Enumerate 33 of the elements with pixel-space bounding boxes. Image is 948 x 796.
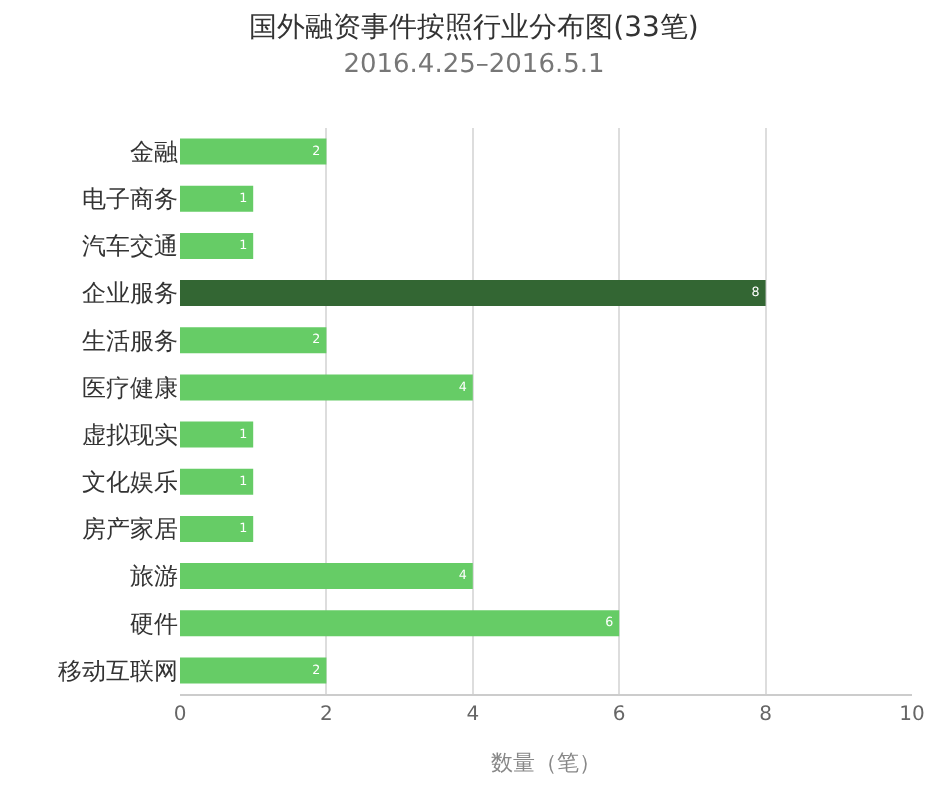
chart-subtitle: 2016.4.25–2016.5.1 bbox=[343, 50, 605, 81]
y-tick-label: 金融 bbox=[130, 137, 178, 166]
y-tick-label: 电子商务 bbox=[82, 185, 178, 214]
x-tick-label: 2 bbox=[320, 704, 333, 726]
x-axis-title: 数量（笔） bbox=[491, 750, 601, 777]
x-tick-label: 6 bbox=[612, 704, 626, 726]
bar bbox=[180, 515, 254, 542]
y-tick-label: 生活服务 bbox=[82, 326, 178, 355]
y-tick-label: 文化娱乐 bbox=[82, 468, 178, 497]
y-tick-label: 虚拟现实 bbox=[82, 420, 178, 449]
x-tick-label: 0 bbox=[173, 704, 187, 726]
bar bbox=[180, 185, 254, 212]
bar bbox=[180, 657, 327, 684]
bar bbox=[180, 232, 254, 259]
bar bbox=[180, 421, 254, 448]
bar bbox=[180, 280, 766, 307]
y-tick-label: 医疗健康 bbox=[82, 373, 178, 402]
bar bbox=[180, 138, 327, 165]
bar bbox=[180, 610, 620, 637]
x-tick-label: 10 bbox=[899, 704, 925, 726]
x-tick-label: 4 bbox=[466, 704, 480, 726]
bar bbox=[180, 374, 473, 401]
y-tick-label: 汽车交通 bbox=[82, 232, 178, 261]
x-tick-label: 8 bbox=[759, 704, 772, 726]
y-tick-label: 硬件 bbox=[130, 609, 178, 638]
chart-title: 国外融资事件按照行业分布图(33笔) bbox=[249, 11, 699, 44]
y-tick-label: 企业服务 bbox=[82, 279, 178, 308]
y-tick-label: 房产家居 bbox=[82, 515, 178, 544]
bar bbox=[180, 468, 254, 495]
y-tick-label: 旅游 bbox=[130, 562, 178, 591]
bar bbox=[180, 563, 473, 590]
bar bbox=[180, 327, 327, 354]
y-tick-label: 移动互联网 bbox=[58, 656, 178, 685]
